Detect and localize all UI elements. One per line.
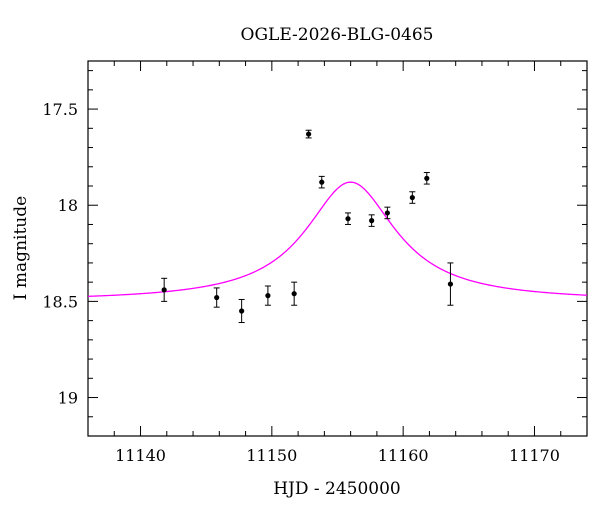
x-tick-label: 11140 — [115, 446, 166, 465]
data-point — [161, 277, 168, 302]
point-marker — [447, 281, 454, 287]
data-point — [345, 212, 352, 225]
point-marker — [319, 179, 325, 185]
tick-labels: 11140 11150 11160 11170 17.5 18 18.5 19 — [42, 100, 560, 465]
x-axis-label: HJD - 2450000 — [273, 479, 401, 499]
point-marker — [291, 291, 297, 297]
data-point — [409, 191, 416, 204]
x-tick-label: 11170 — [509, 446, 560, 465]
y-tick-label: 17.5 — [42, 100, 78, 119]
plot-frame — [87, 60, 588, 437]
point-marker — [409, 194, 415, 201]
data-point — [368, 214, 375, 227]
point-marker — [369, 218, 375, 224]
point-marker — [306, 131, 312, 137]
y-tick-label: 19 — [58, 389, 78, 408]
data-point — [384, 206, 391, 220]
data-point — [238, 298, 245, 324]
point-marker — [239, 308, 245, 314]
data-point — [305, 129, 312, 139]
point-marker — [345, 216, 351, 222]
point-marker — [214, 294, 220, 301]
data-point — [423, 172, 430, 185]
axis-ticks — [87, 61, 588, 437]
y-axis-label: I magnitude — [11, 196, 31, 300]
data-point — [318, 175, 325, 189]
y-tick-label: 18.5 — [42, 292, 78, 311]
x-tick-label: 11150 — [246, 446, 297, 465]
point-marker — [265, 293, 271, 299]
data-point — [291, 281, 298, 306]
point-marker — [384, 210, 390, 216]
data-point — [447, 262, 454, 306]
chart-title: OGLE-2026-BLG-0465 — [241, 25, 434, 45]
data-point — [264, 285, 271, 306]
x-tick-label: 11160 — [378, 446, 429, 465]
point-marker — [161, 287, 167, 293]
data-point — [213, 287, 220, 308]
point-marker — [424, 175, 430, 181]
data-points — [161, 129, 454, 324]
y-tick-label: 18 — [58, 196, 78, 215]
model-curve — [87, 181, 588, 297]
